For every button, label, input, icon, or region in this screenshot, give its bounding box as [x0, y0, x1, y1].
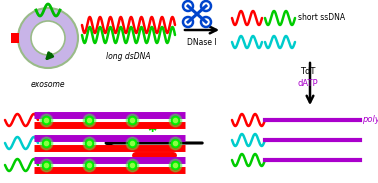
- Text: long dsDNA: long dsDNA: [106, 52, 151, 61]
- Text: polyA: polyA: [362, 115, 378, 124]
- Text: TdT: TdT: [300, 68, 316, 76]
- Circle shape: [31, 21, 65, 55]
- Circle shape: [18, 8, 78, 68]
- Text: DNase I: DNase I: [187, 38, 217, 47]
- Text: ✱: ✱: [148, 124, 157, 134]
- Text: dATP: dATP: [298, 79, 318, 89]
- FancyBboxPatch shape: [11, 33, 19, 43]
- Text: short ssDNA: short ssDNA: [298, 14, 345, 23]
- Text: exosome: exosome: [31, 80, 65, 89]
